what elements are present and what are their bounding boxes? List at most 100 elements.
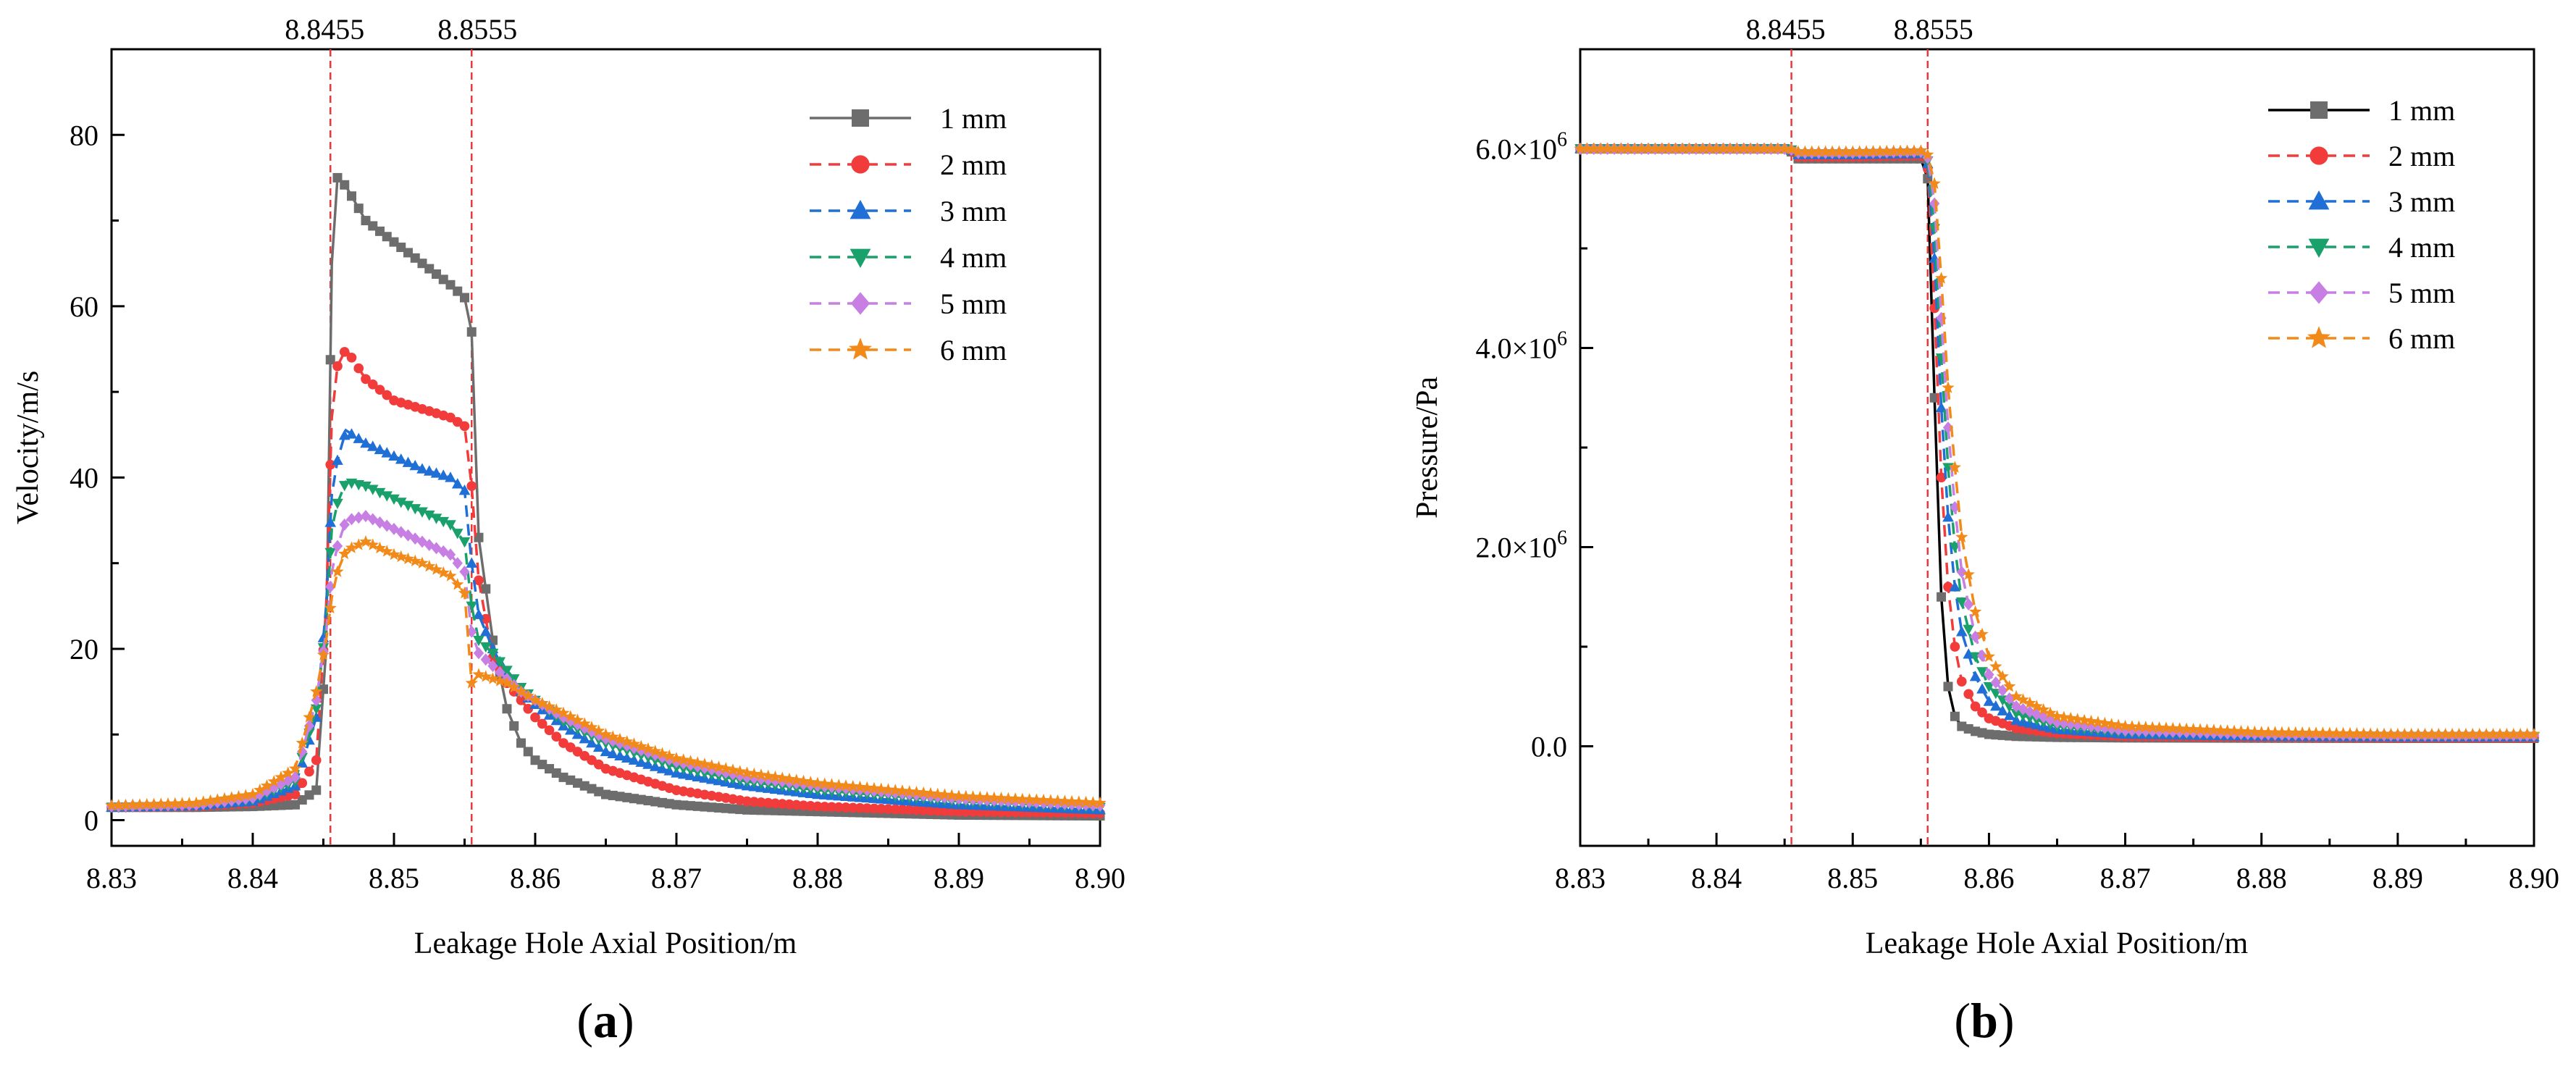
data-point xyxy=(458,587,471,599)
data-point xyxy=(1976,649,1988,662)
data-point xyxy=(1937,592,1947,602)
data-point xyxy=(246,787,259,800)
data-point xyxy=(1058,794,1071,807)
data-point xyxy=(537,718,547,729)
data-point xyxy=(1669,142,1682,154)
data-point xyxy=(239,789,252,801)
data-point xyxy=(699,762,710,775)
data-point xyxy=(881,783,895,795)
data-point xyxy=(437,516,450,528)
data-point xyxy=(2072,718,2083,731)
data-point xyxy=(2166,721,2180,734)
data-point xyxy=(627,737,641,750)
data-point xyxy=(551,707,562,720)
data-point xyxy=(297,745,308,758)
legend-label: 1 mm xyxy=(2388,94,2455,127)
data-point xyxy=(2126,720,2139,732)
data-point xyxy=(147,797,161,810)
data-point xyxy=(1614,142,1628,154)
data-point xyxy=(466,557,478,568)
data-point xyxy=(339,519,350,531)
data-point xyxy=(1921,148,1934,161)
data-point xyxy=(897,805,907,815)
legend-label: 4 mm xyxy=(940,241,1007,274)
data-point xyxy=(1853,145,1866,157)
legend-label: 3 mm xyxy=(940,195,1007,227)
data-point xyxy=(1594,142,1607,154)
data-point xyxy=(382,390,393,400)
legend-label: 5 mm xyxy=(2388,277,2455,309)
data-point xyxy=(331,565,344,577)
x-tick-label: 8.86 xyxy=(1963,862,2014,894)
data-point xyxy=(332,172,343,182)
data-point xyxy=(663,749,676,762)
data-point xyxy=(593,729,604,742)
data-point xyxy=(529,693,542,706)
data-point xyxy=(1914,144,1927,156)
data-point xyxy=(452,557,463,570)
data-point xyxy=(1690,142,1703,154)
data-point xyxy=(862,803,873,813)
data-point xyxy=(2160,725,2172,738)
data-point xyxy=(346,352,357,363)
data-point xyxy=(366,440,379,451)
data-point xyxy=(2044,706,2057,718)
data-point xyxy=(2480,727,2493,740)
data-point xyxy=(502,704,512,714)
legend-label: 6 mm xyxy=(940,334,1007,366)
data-point xyxy=(290,771,301,784)
data-point xyxy=(917,786,930,799)
data-point xyxy=(303,710,316,723)
data-point xyxy=(126,798,139,810)
y-tick-mantissa: 4.0×10 xyxy=(1475,332,1557,365)
data-point xyxy=(288,762,302,774)
data-point xyxy=(2473,727,2486,740)
data-point xyxy=(119,798,133,811)
data-point xyxy=(295,736,309,749)
data-point xyxy=(684,755,697,767)
data-point xyxy=(2446,727,2459,740)
data-point xyxy=(296,752,309,763)
data-point xyxy=(430,467,442,478)
data-point xyxy=(2065,718,2076,731)
data-point xyxy=(571,713,584,726)
data-point xyxy=(1587,142,1600,154)
data-point xyxy=(345,541,358,553)
data-point xyxy=(649,760,661,771)
data-point xyxy=(1942,421,1954,434)
data-point xyxy=(755,768,768,781)
data-point xyxy=(486,672,500,684)
data-point xyxy=(2323,726,2336,739)
data-point xyxy=(339,347,350,357)
data-point xyxy=(988,791,1001,804)
data-point xyxy=(926,805,936,816)
data-point xyxy=(847,802,858,813)
data-point xyxy=(2098,716,2111,729)
data-point xyxy=(466,481,477,492)
data-point xyxy=(613,732,626,745)
data-point xyxy=(2432,727,2445,740)
data-point xyxy=(1984,668,1994,681)
legend-marker xyxy=(2308,190,2330,210)
data-point xyxy=(465,676,478,689)
legend-marker xyxy=(850,292,870,315)
data-point xyxy=(883,804,894,814)
legend-label: 3 mm xyxy=(2388,185,2455,218)
data-point xyxy=(2057,710,2071,723)
plot-frame xyxy=(110,48,1102,847)
data-point xyxy=(105,799,118,811)
x-tick-label: 8.90 xyxy=(1075,862,1125,894)
data-point xyxy=(1758,142,1771,154)
data-point xyxy=(2180,722,2193,735)
data-point xyxy=(938,788,952,800)
data-point xyxy=(373,541,387,554)
data-point xyxy=(2384,727,2398,740)
data-point xyxy=(2391,727,2404,740)
y-tick-label: 0 xyxy=(84,805,98,837)
data-point xyxy=(1922,151,1933,164)
data-point xyxy=(2221,724,2234,736)
data-point xyxy=(910,786,923,798)
data-point xyxy=(2160,721,2173,734)
data-point xyxy=(945,789,958,801)
data-point xyxy=(2486,727,2500,740)
